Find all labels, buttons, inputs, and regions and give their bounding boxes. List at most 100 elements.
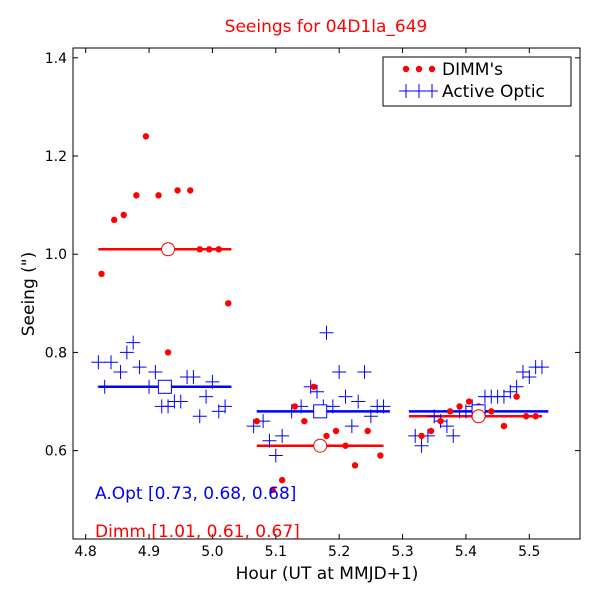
aopt-mean-marker: [313, 404, 328, 419]
legend-dimm-marker: [402, 65, 436, 73]
active-optic-point: [142, 379, 157, 394]
dimm-point: [206, 246, 213, 253]
legend-dimm-dot: [402, 65, 410, 73]
active-optic-point: [363, 409, 378, 424]
x-tick-label: 5.1: [265, 544, 287, 560]
legend-dimm-dot: [415, 65, 423, 73]
active-optic-point: [351, 394, 366, 409]
aopt-summary-annotation: A.Opt [0.73, 0.68, 0.68]: [95, 484, 296, 504]
active-optic-point: [91, 355, 106, 370]
dimm-point: [142, 133, 150, 140]
active-optic-point: [534, 360, 549, 375]
active-optic-point: [186, 369, 201, 384]
active-optic-point: [218, 399, 233, 414]
dimm-point: [120, 211, 127, 219]
dimm-point: [301, 417, 308, 425]
dimm-point: [418, 432, 425, 440]
dimm-point: [310, 383, 318, 390]
active-optic-point: [205, 374, 220, 389]
active-optic-point: [268, 448, 283, 463]
x-tick-label: 4.8: [75, 544, 97, 560]
dimm-point: [456, 403, 463, 410]
plot-area: [91, 133, 549, 494]
dimm-point: [332, 427, 340, 435]
aopt-mean-marker: [157, 379, 172, 394]
active-optic-point: [332, 365, 347, 380]
axis-ticks: 4.8 4.9 5.0 5.1 5.2 5.3 5.4 5.5 0.6 0.8 1.0 1.2 1.4: [45, 48, 580, 560]
dimm-point: [278, 476, 286, 484]
dimm-point: [187, 187, 194, 194]
legend-aopt-marker: [399, 84, 438, 98]
active-optic-point: [113, 365, 128, 380]
active-optic-point: [275, 428, 290, 443]
active-optic-point: [132, 360, 147, 375]
dimm-point: [110, 216, 118, 224]
active-optic-point: [126, 335, 141, 350]
legend-dimm-dot: [428, 65, 436, 73]
active-optic-point: [148, 365, 163, 380]
x-tick-label: 5.0: [201, 544, 223, 560]
active-optic-point: [173, 394, 188, 409]
y-tick-label: 1.4: [45, 51, 67, 67]
active-optic-point: [522, 369, 537, 384]
dimm-point: [437, 417, 444, 425]
dimm-mean-marker: [471, 409, 486, 424]
dimm-point: [323, 432, 330, 440]
active-optic-point: [319, 325, 334, 340]
dimm-point: [351, 462, 359, 469]
legend-dimm-label: DIMM's: [442, 60, 503, 80]
y-tick-label: 0.8: [45, 345, 67, 361]
plot-frame: [72, 47, 581, 540]
active-optic-point: [262, 433, 277, 448]
y-tick-label: 1.0: [45, 247, 67, 263]
dimm-point: [98, 270, 105, 278]
dimm-point: [377, 452, 384, 459]
x-axis-label: Hour (UT at MMJD+1): [236, 564, 419, 584]
dimm-point: [253, 417, 260, 425]
active-optic-point: [97, 379, 112, 394]
dimm-point: [446, 408, 454, 415]
dimm-point: [427, 427, 435, 435]
x-tick-label: 5.5: [518, 544, 540, 560]
dimm-summary-annotation: Dimm [1.01, 0.61, 0.67]: [95, 522, 300, 542]
x-tick-label: 5.3: [391, 544, 413, 560]
active-optic-point: [199, 389, 214, 404]
legend-box: [382, 56, 572, 107]
dimm-mean-marker: [161, 242, 176, 257]
dimm-point: [225, 300, 232, 307]
dimm-point: [532, 413, 539, 420]
active-optic-point: [414, 438, 429, 453]
y-axis-label: Seeing ("): [19, 252, 39, 337]
active-optic-point: [338, 389, 353, 404]
active-optic-point: [119, 345, 134, 360]
dimm-point: [488, 408, 495, 415]
x-tick-label: 5.4: [455, 544, 477, 560]
x-tick-label: 4.9: [138, 544, 160, 560]
active-optic-point: [192, 409, 207, 424]
dimm-point: [513, 393, 520, 400]
legend: DIMM's Active Optic: [382, 56, 572, 107]
dimm-point: [522, 413, 530, 420]
dimm-mean-marker: [313, 438, 328, 453]
y-tick-label: 1.2: [45, 149, 67, 165]
active-optic-point: [357, 365, 372, 380]
dimm-point: [500, 422, 508, 430]
dimm-point: [291, 403, 299, 410]
dimm-point: [269, 486, 276, 494]
active-optic-point: [509, 379, 524, 394]
dimm-point: [215, 246, 222, 253]
chart-title: Seeings for 04D1la_649: [225, 17, 428, 37]
dimm-point: [465, 398, 473, 405]
dimm-point: [164, 349, 172, 356]
dimm-point: [155, 192, 162, 199]
x-tick-label: 5.2: [328, 544, 350, 560]
active-optic-point: [325, 399, 340, 414]
dimm-point: [364, 427, 371, 435]
active-optic-point: [344, 419, 359, 434]
active-optic-point: [439, 419, 454, 434]
active-optic-point: [104, 355, 119, 370]
dimm-point: [196, 246, 203, 253]
legend-aopt-label: Active Optic: [442, 82, 545, 102]
dimm-point: [342, 442, 349, 449]
